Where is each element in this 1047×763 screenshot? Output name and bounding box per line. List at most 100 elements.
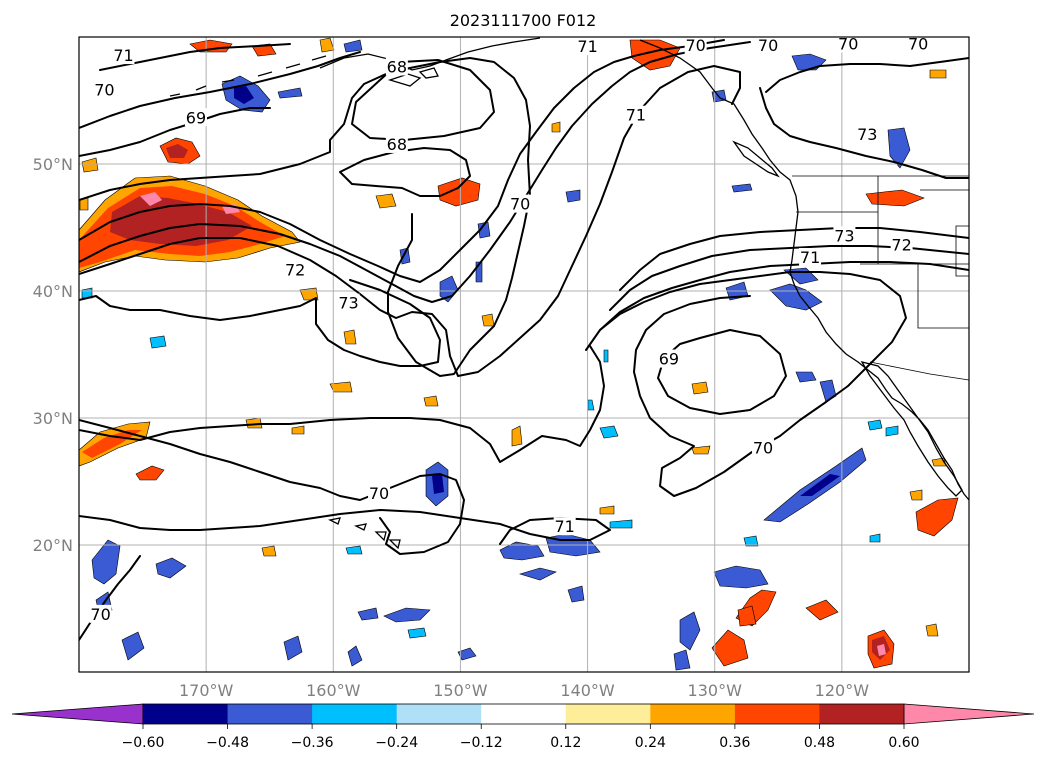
colorbar-tick-label: −0.24	[375, 735, 418, 751]
contour-label-background	[752, 438, 775, 457]
colorbar-segment	[481, 704, 567, 724]
map-title: 2023111700 F012	[450, 11, 597, 30]
latitude-tick-label: 50°N	[33, 155, 73, 174]
latitude-tick-label: 40°N	[33, 282, 73, 301]
contour-70-subtropical	[79, 345, 605, 463]
contour-label-background	[837, 37, 860, 53]
contour-label: 72	[285, 261, 305, 280]
contour-label-background	[907, 37, 930, 53]
positive-anomaly-area	[79, 37, 947, 637]
contour-labels: 71 70 69 68 68 71 71 70 70 70 70 70 73 73 72 71 72 73 69 70…	[89, 35, 930, 624]
colorbar: −0.60 −0.48 −0.36 −0.24 −0.12 0.12 0.24 0.36 0.4…	[11, 703, 1035, 751]
positive-anomaly-max	[166, 144, 188, 158]
contour-label: 69	[186, 108, 206, 127]
contour-label-background	[368, 484, 391, 503]
contour-label: 70	[510, 195, 530, 214]
positive-anomaly-area	[915, 497, 959, 537]
graticule-grid	[79, 37, 969, 672]
longitude-tick-label: 140°W	[560, 681, 615, 700]
contour-label: 71	[555, 517, 575, 536]
map-background	[79, 37, 969, 672]
contour-label: 73	[338, 294, 358, 313]
contour-label-background	[184, 108, 207, 127]
contour-label-background	[93, 80, 116, 99]
contour-label-background	[385, 134, 408, 153]
contour-label-background	[89, 604, 112, 623]
alaska-coastline	[319, 37, 541, 87]
contour-72-ridge	[79, 41, 751, 303]
contour-label: 71	[577, 37, 597, 56]
contour-label: 73	[834, 226, 854, 245]
contour-label-background	[657, 349, 680, 368]
contour-label-background	[833, 226, 856, 245]
contour-label: 71	[626, 106, 646, 125]
colorbar-tick-label: −0.36	[291, 735, 334, 751]
positive-anomaly-area	[135, 465, 165, 481]
axis-tick-labels: 170°W 160°W 150°W 140°W 130°W 120°W 20°N 30°N 40…	[33, 155, 870, 700]
contour-label-background	[799, 247, 822, 266]
contour-label-background	[576, 37, 599, 56]
colorbar-tick-label: −0.12	[460, 735, 503, 751]
colorbar-segment	[650, 704, 736, 724]
contour-label-background	[553, 517, 576, 536]
negative-anomaly-max	[234, 86, 254, 104]
colorbar-segment	[227, 704, 313, 724]
contour-label: 71	[113, 46, 133, 65]
contour-label: 71	[800, 248, 820, 267]
contour-73-east	[619, 227, 969, 291]
vancouver-island-coastline	[732, 140, 780, 178]
contour-70-northwest	[79, 51, 361, 129]
contour-label: 70	[94, 80, 114, 99]
colorbar-segment	[734, 704, 820, 724]
negative-anomaly-area	[91, 539, 187, 661]
negative-anomaly-max	[800, 474, 840, 496]
positive-anomaly-peak	[140, 192, 240, 214]
contour-label-background	[112, 46, 135, 65]
contour-label: 70	[758, 36, 778, 55]
contour-label-background	[509, 194, 532, 213]
contour-label: 70	[908, 35, 928, 54]
colorbar-tick-label: 0.24	[635, 735, 666, 751]
positive-anomaly-peak	[877, 644, 886, 656]
negative-anomaly-area	[713, 565, 769, 589]
contour-label: 70	[90, 605, 110, 624]
negative-anomaly-max	[432, 474, 444, 494]
negative-anomaly-area	[277, 39, 837, 403]
positive-anomaly-area	[437, 177, 481, 207]
negative-anomaly-area	[725, 267, 823, 311]
contour-label-background	[385, 57, 408, 76]
colorbar-upper-extend	[903, 703, 1035, 725]
colorbar-tick-label: 0.36	[719, 735, 750, 751]
contour-label-background	[284, 260, 307, 279]
positive-anomaly-area	[865, 189, 925, 207]
colorbar-tick-label: 0.12	[550, 735, 581, 751]
contour-label-background	[624, 105, 647, 124]
contour-73-ridge	[79, 65, 741, 377]
latitude-tick-label: 30°N	[33, 409, 73, 428]
contour-71-ridge	[79, 39, 725, 283]
longitude-tick-label: 130°W	[688, 681, 743, 700]
contour-70-east	[585, 271, 907, 497]
contour-71-east	[599, 261, 969, 331]
positive-anomaly-area	[737, 599, 839, 627]
contour-label-background	[890, 235, 913, 254]
contour-label: 68	[387, 57, 407, 76]
contour-68-lowcenter	[351, 59, 495, 141]
height-contours	[79, 39, 969, 641]
colorbar-lower-extend	[11, 703, 144, 725]
baja-california-coastline	[860, 360, 963, 497]
us-mexico-border	[869, 361, 969, 381]
colorbar-segment	[312, 704, 398, 724]
longitude-tick-label: 150°W	[433, 681, 488, 700]
north-america-coastline	[639, 39, 969, 501]
contour-73-west	[79, 279, 441, 367]
colorbar-tick-label: −0.48	[206, 735, 249, 751]
map-area: 71 70 69 68 68 71 71 70 70 70 70 70 73 73 72 71 72 73 69 70…	[79, 35, 969, 672]
contour-69-north	[79, 107, 271, 157]
hawaii-islands	[328, 517, 401, 550]
colorbar-segment	[565, 704, 651, 724]
latitude-tick-label: 20°N	[33, 536, 73, 555]
contour-label: 70	[369, 484, 389, 503]
coastlines	[169, 37, 969, 550]
